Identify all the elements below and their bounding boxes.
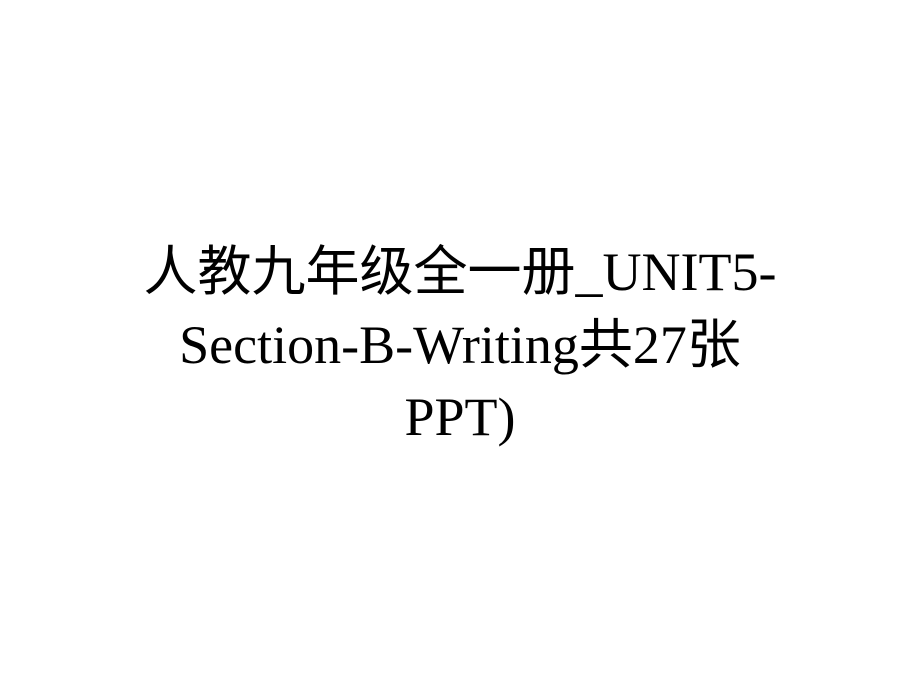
- title-line-3: PPT): [404, 387, 515, 447]
- title-line-1: 人教九年级全一册_UNIT5-: [144, 242, 777, 302]
- slide-container: 人教九年级全一册_UNIT5- Section-B-Writing共27张 PP…: [0, 236, 920, 455]
- slide-title: 人教九年级全一册_UNIT5- Section-B-Writing共27张 PP…: [40, 236, 880, 455]
- title-line-2: Section-B-Writing共27张: [179, 315, 741, 375]
